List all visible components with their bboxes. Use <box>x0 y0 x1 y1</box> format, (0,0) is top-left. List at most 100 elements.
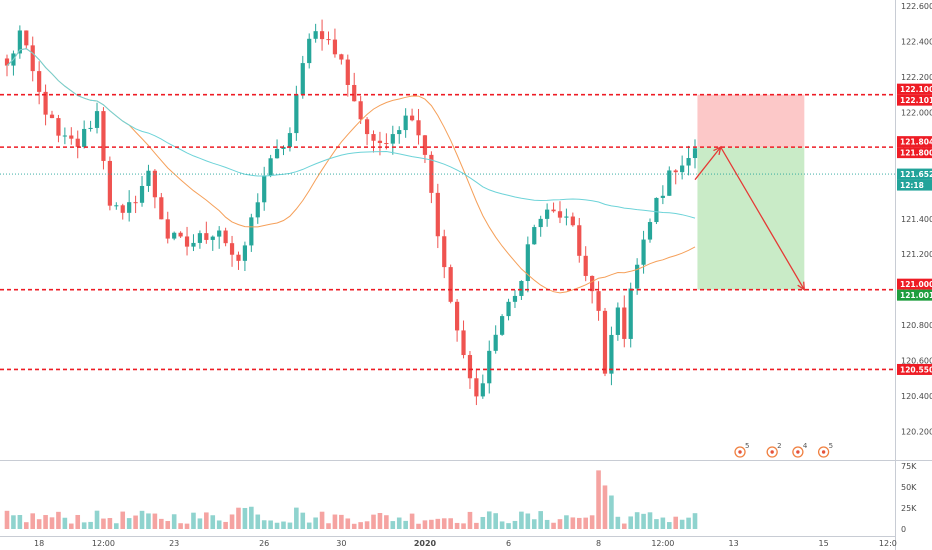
volume-bar <box>666 522 672 529</box>
candle <box>49 110 55 119</box>
level-tag-text: 121.000 <box>900 280 932 289</box>
candle <box>300 55 305 99</box>
candle-body <box>82 128 87 147</box>
price-tick-label: 121.200 <box>901 250 932 259</box>
volume-bar <box>152 513 158 529</box>
candle-body <box>525 244 530 281</box>
candle-body <box>448 267 453 302</box>
volume-bar <box>660 517 666 529</box>
candle <box>62 127 67 145</box>
time-tick-label: 26 <box>259 539 269 548</box>
volume-bar <box>101 518 106 529</box>
volume-bar <box>602 485 608 529</box>
volume-bar <box>255 514 261 529</box>
event-icon-dot <box>770 450 774 454</box>
candle-body <box>319 31 325 40</box>
volume-bar <box>609 495 614 529</box>
candle-body <box>570 216 575 226</box>
volume-bar <box>538 511 543 529</box>
candle-body <box>461 330 466 356</box>
candle-body <box>371 134 376 141</box>
candle <box>319 19 325 51</box>
volume-bar <box>4 510 10 529</box>
time-tick-label: 6 <box>506 539 511 548</box>
candle <box>120 203 125 220</box>
candle-body <box>339 54 344 60</box>
volume-bar <box>531 519 537 529</box>
level-tag-bg <box>897 363 932 375</box>
level-tag: 122.100 <box>897 83 932 95</box>
candle-body <box>30 45 35 72</box>
candle <box>268 154 273 178</box>
event-icon[interactable]: 5 <box>734 442 749 458</box>
candle-body <box>94 111 100 128</box>
time-axis[interactable]: 18 12:00 23 26 30 2020 6 8 12:00 13 15 12:0 <box>34 539 897 548</box>
projection-arrow[interactable] <box>694 145 806 291</box>
candle-body <box>377 140 383 144</box>
volume-bar <box>11 515 16 529</box>
volume-bar <box>358 522 363 529</box>
event-icons[interactable]: 5 2 4 5 <box>734 442 833 458</box>
price-tick-label: 120.800 <box>901 321 932 330</box>
candle-body <box>615 307 620 335</box>
volume-bar <box>191 512 196 529</box>
candle-body <box>4 58 10 66</box>
level-tag-text: 120.550 <box>900 365 932 374</box>
candle <box>139 176 145 207</box>
candle-body <box>416 120 421 136</box>
volume-bar <box>576 517 582 529</box>
candle-body <box>403 115 408 131</box>
horizontal-levels[interactable] <box>0 93 895 371</box>
candle-body <box>62 135 67 137</box>
volume-bar <box>69 523 74 529</box>
volume-bar <box>364 521 370 529</box>
candle <box>358 96 363 124</box>
event-icon-count: 5 <box>829 442 833 450</box>
candle-body <box>564 216 569 218</box>
volume-bar <box>165 521 171 529</box>
candle-body <box>692 148 698 159</box>
volume-bar <box>120 511 126 529</box>
candle-body <box>178 232 183 237</box>
level-tag: 121.804 <box>897 136 932 148</box>
candle-body <box>384 143 389 145</box>
candle-body <box>409 115 415 121</box>
event-icon[interactable]: 5 <box>817 442 833 458</box>
volume-bar <box>377 512 383 529</box>
candle <box>602 307 608 377</box>
level-tag-secondary-bg <box>897 289 932 301</box>
candle-body <box>487 350 492 384</box>
candle <box>191 234 196 252</box>
candle-body <box>467 355 473 379</box>
event-icon[interactable]: 4 <box>792 442 808 458</box>
candle-body <box>127 202 132 213</box>
volume-bar <box>114 523 119 529</box>
level-tag-secondary: 122.101 <box>897 94 932 106</box>
volume-bar <box>49 517 55 529</box>
candle-body <box>139 185 145 203</box>
candle <box>133 195 138 214</box>
ma-line-60 <box>6 48 696 219</box>
candle-body <box>107 160 112 206</box>
time-tick-label: 2020 <box>414 539 437 548</box>
candle <box>217 226 222 249</box>
volume-bar <box>178 523 183 529</box>
candle-body <box>223 230 228 244</box>
time-tick-label: 18 <box>34 539 44 548</box>
volume-bar <box>268 520 273 529</box>
candle <box>101 107 106 170</box>
volume-bar <box>171 514 177 529</box>
candle <box>512 290 518 308</box>
candle-body <box>673 170 678 173</box>
candle-body <box>184 236 190 247</box>
candle <box>165 211 170 244</box>
candle <box>146 164 151 192</box>
event-icon[interactable]: 2 <box>766 442 782 458</box>
candle <box>352 72 357 102</box>
candle <box>609 326 614 386</box>
volume-bar <box>551 522 556 529</box>
candle-body <box>583 255 588 276</box>
event-icon-count: 2 <box>777 442 781 450</box>
candle-body <box>69 135 74 139</box>
